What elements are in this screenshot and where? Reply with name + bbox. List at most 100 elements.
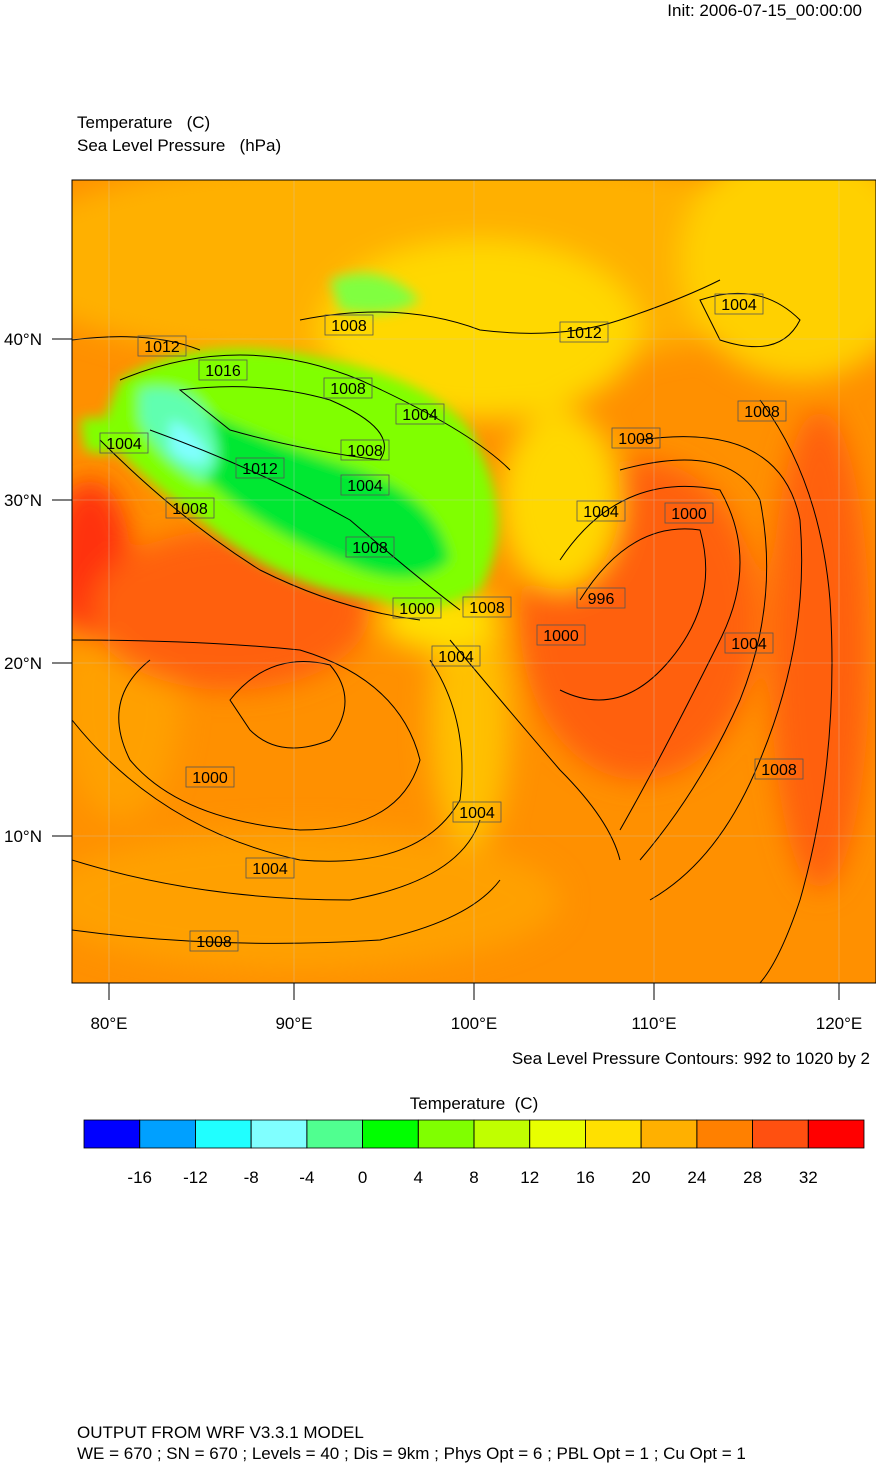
lat-label: 30°N	[4, 491, 42, 510]
contour-label-box	[340, 474, 390, 496]
lon-label: 120°E	[816, 1014, 863, 1033]
contour-label-text: 1008	[744, 404, 780, 421]
contour-label-text: 1004	[106, 436, 142, 453]
contour-label: 1004	[99, 432, 149, 454]
contour-label: 1008	[323, 377, 373, 399]
contour-label-box	[245, 857, 295, 879]
contour-label-text: 1004	[721, 297, 757, 314]
contour-label-box	[724, 632, 774, 654]
contour-label-text: 1008	[196, 934, 232, 951]
contour-label: 996	[576, 587, 626, 609]
contour-label: 1012	[235, 457, 285, 479]
contour-label-box	[462, 596, 512, 618]
contour-label-box	[324, 314, 374, 336]
contour-label-text: 1004	[459, 805, 495, 822]
contour-label-box	[198, 359, 248, 381]
colorbar-box	[139, 1119, 196, 1149]
contour-label-box	[754, 758, 804, 780]
init-time: Init: 2006-07-15_00:00:00	[667, 1, 862, 20]
temperature-field	[72, 180, 876, 983]
contour-label: 1004	[724, 632, 774, 654]
contour-label-box	[664, 502, 714, 524]
contour-label: 1004	[245, 857, 295, 879]
contour-label: 1000	[185, 766, 235, 788]
contour-label-box	[452, 801, 502, 823]
contour-label-box	[395, 403, 445, 425]
contour-label: 1008	[462, 596, 512, 618]
contour-label-box	[559, 321, 609, 343]
contour-label-text: 1012	[242, 461, 278, 478]
contour-label: 1012	[137, 335, 187, 357]
footer-line1: OUTPUT FROM WRF V3.3.1 MODEL	[77, 1423, 364, 1442]
contour-label-text: 1008	[352, 540, 388, 557]
colorbar-box	[752, 1119, 809, 1149]
contour-label: 1004	[431, 645, 481, 667]
contour-label: 1004	[452, 801, 502, 823]
colorbar-box	[306, 1119, 363, 1149]
lat-label: 10°N	[4, 827, 42, 846]
colorbar-box	[417, 1119, 475, 1149]
lat-label: 20°N	[4, 654, 42, 673]
contour-label-box	[576, 500, 626, 522]
colorbar-tick-label: 16	[576, 1168, 595, 1187]
contour-label-box	[323, 377, 373, 399]
contour-label-text: 1004	[252, 861, 288, 878]
contour-label: 1004	[340, 474, 390, 496]
contour-label: 1012	[559, 321, 609, 343]
colorbar-tick-label: -4	[299, 1168, 314, 1187]
contour-label-text: 1008	[172, 501, 208, 518]
colorbar-tick-label: -16	[127, 1168, 152, 1187]
lat-label: 40°N	[4, 330, 42, 349]
contour-label-text: 1008	[469, 600, 505, 617]
contour-label-box	[137, 335, 187, 357]
contour-note: Sea Level Pressure Contours: 992 to 1020…	[512, 1049, 870, 1068]
contour-label-text: 1008	[761, 762, 797, 779]
colorbar-tick-label: 0	[358, 1168, 367, 1187]
contour-label: 1004	[395, 403, 445, 425]
colorbar-tick-label: 4	[414, 1168, 423, 1187]
contour-label: 1000	[664, 502, 714, 524]
colorbar-box	[529, 1119, 586, 1149]
contour-label: 1004	[576, 500, 626, 522]
lon-label: 110°E	[631, 1014, 676, 1033]
contour-label-text: 1000	[192, 770, 228, 787]
contour-label: 1008	[324, 314, 374, 336]
contour-label-text: 1000	[671, 506, 707, 523]
contour-label-text: 1008	[347, 443, 383, 460]
colorbar-tick-label: -8	[244, 1168, 259, 1187]
contour-label-box	[99, 432, 149, 454]
colorbar-tick-label: 12	[520, 1168, 539, 1187]
title-line1: Temperature (C)	[77, 113, 210, 132]
colorbar-tick-label: 8	[469, 1168, 478, 1187]
contour-label: 1008	[345, 536, 395, 558]
contour-label-box	[611, 427, 661, 449]
contour-label-box	[431, 645, 481, 667]
contour-label-box	[235, 457, 285, 479]
lon-label: 90°E	[275, 1014, 312, 1033]
contour-label-text: 1004	[583, 504, 619, 521]
contour-label-box	[536, 624, 586, 646]
contour-label: 1000	[392, 597, 442, 619]
contour-label-box	[189, 930, 239, 952]
contour-labels: 1012 1016 1008 1008 1004 1012 1004 1008 1008 1004…	[99, 293, 804, 952]
contour-label-text: 1004	[347, 478, 383, 495]
contour-label-text: 1004	[402, 407, 438, 424]
contour-label: 1008	[754, 758, 804, 780]
pressure-contours	[72, 279, 833, 983]
contour-label-text: 1008	[331, 318, 367, 335]
contour-label-text: 1012	[566, 325, 602, 342]
colorbar-box	[807, 1119, 865, 1149]
contour-label-text: 996	[588, 591, 615, 608]
colorbar-box	[195, 1119, 252, 1149]
contour-label-box	[737, 400, 787, 422]
contour-label-text: 1012	[144, 339, 180, 356]
colorbar-box	[83, 1119, 141, 1149]
contour-label: 1008	[611, 427, 661, 449]
colorbar-box	[362, 1119, 419, 1149]
colorbar-tick-label: 20	[632, 1168, 651, 1187]
colorbar-tick-label: 32	[799, 1168, 818, 1187]
contour-label-text: 1000	[543, 628, 579, 645]
contour-label: 1008	[737, 400, 787, 422]
contour-label-text: 1004	[731, 636, 767, 653]
